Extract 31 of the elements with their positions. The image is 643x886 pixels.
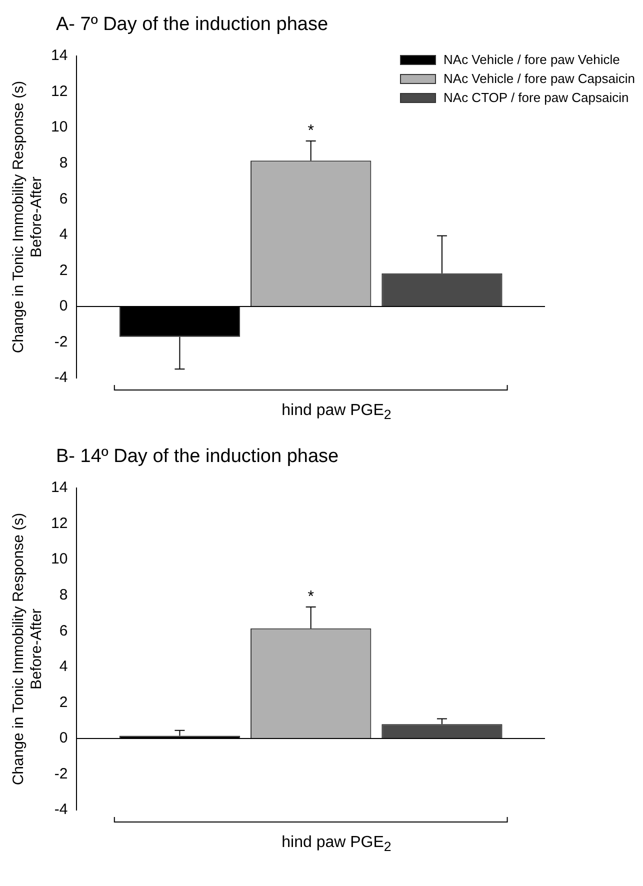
y-tick-label: 8 bbox=[59, 586, 68, 604]
y-tick-label: 8 bbox=[59, 154, 68, 172]
y-tick-label: -2 bbox=[54, 333, 68, 350]
y-tick-label: -4 bbox=[54, 369, 68, 386]
y-tick-label: 12 bbox=[50, 514, 68, 532]
y-axis-title: Change in Tonic Immobility Response (s) Before-After bbox=[10, 512, 46, 786]
y-tick-label: 0 bbox=[59, 298, 68, 315]
chart-title: A- 7º Day of the induction phase bbox=[55, 13, 330, 37]
legend-label: NAc Vehicle / fore paw Capsaicin bbox=[444, 71, 635, 86]
y-tick-label: 10 bbox=[50, 550, 68, 568]
x-axis-title: hind paw PGE$_{2}$ bbox=[280, 834, 392, 854]
annotation: * bbox=[308, 588, 314, 606]
y-tick-label: 2 bbox=[59, 262, 68, 279]
y-tick-label: 4 bbox=[59, 226, 68, 244]
y-tick-label: 14 bbox=[50, 47, 68, 64]
annotation: * bbox=[308, 122, 314, 140]
y-tick-label: 12 bbox=[50, 82, 68, 100]
y-tick-label: 14 bbox=[50, 479, 68, 496]
y-tick-label: 10 bbox=[50, 118, 68, 136]
legend-label: NAc CTOP / fore paw Capsaicin bbox=[444, 90, 629, 105]
x-axis-title: hind paw PGE$_{2}$ bbox=[280, 402, 392, 422]
y-tick-label: 0 bbox=[59, 730, 68, 747]
y-tick-label: 2 bbox=[59, 694, 68, 711]
y-tick-label: 6 bbox=[59, 622, 68, 640]
y-tick-label: 4 bbox=[59, 658, 68, 676]
y-axis-title: Change in Tonic Immobility Response (s) Before-After bbox=[10, 80, 46, 354]
chart-title: B- 14º Day of the induction phase bbox=[55, 445, 340, 469]
y-tick-label: -4 bbox=[54, 801, 68, 818]
legend-label: NAc Vehicle / fore paw Vehicle bbox=[444, 52, 620, 67]
y-tick-label: -2 bbox=[54, 765, 68, 782]
y-tick-label: 6 bbox=[59, 190, 68, 208]
